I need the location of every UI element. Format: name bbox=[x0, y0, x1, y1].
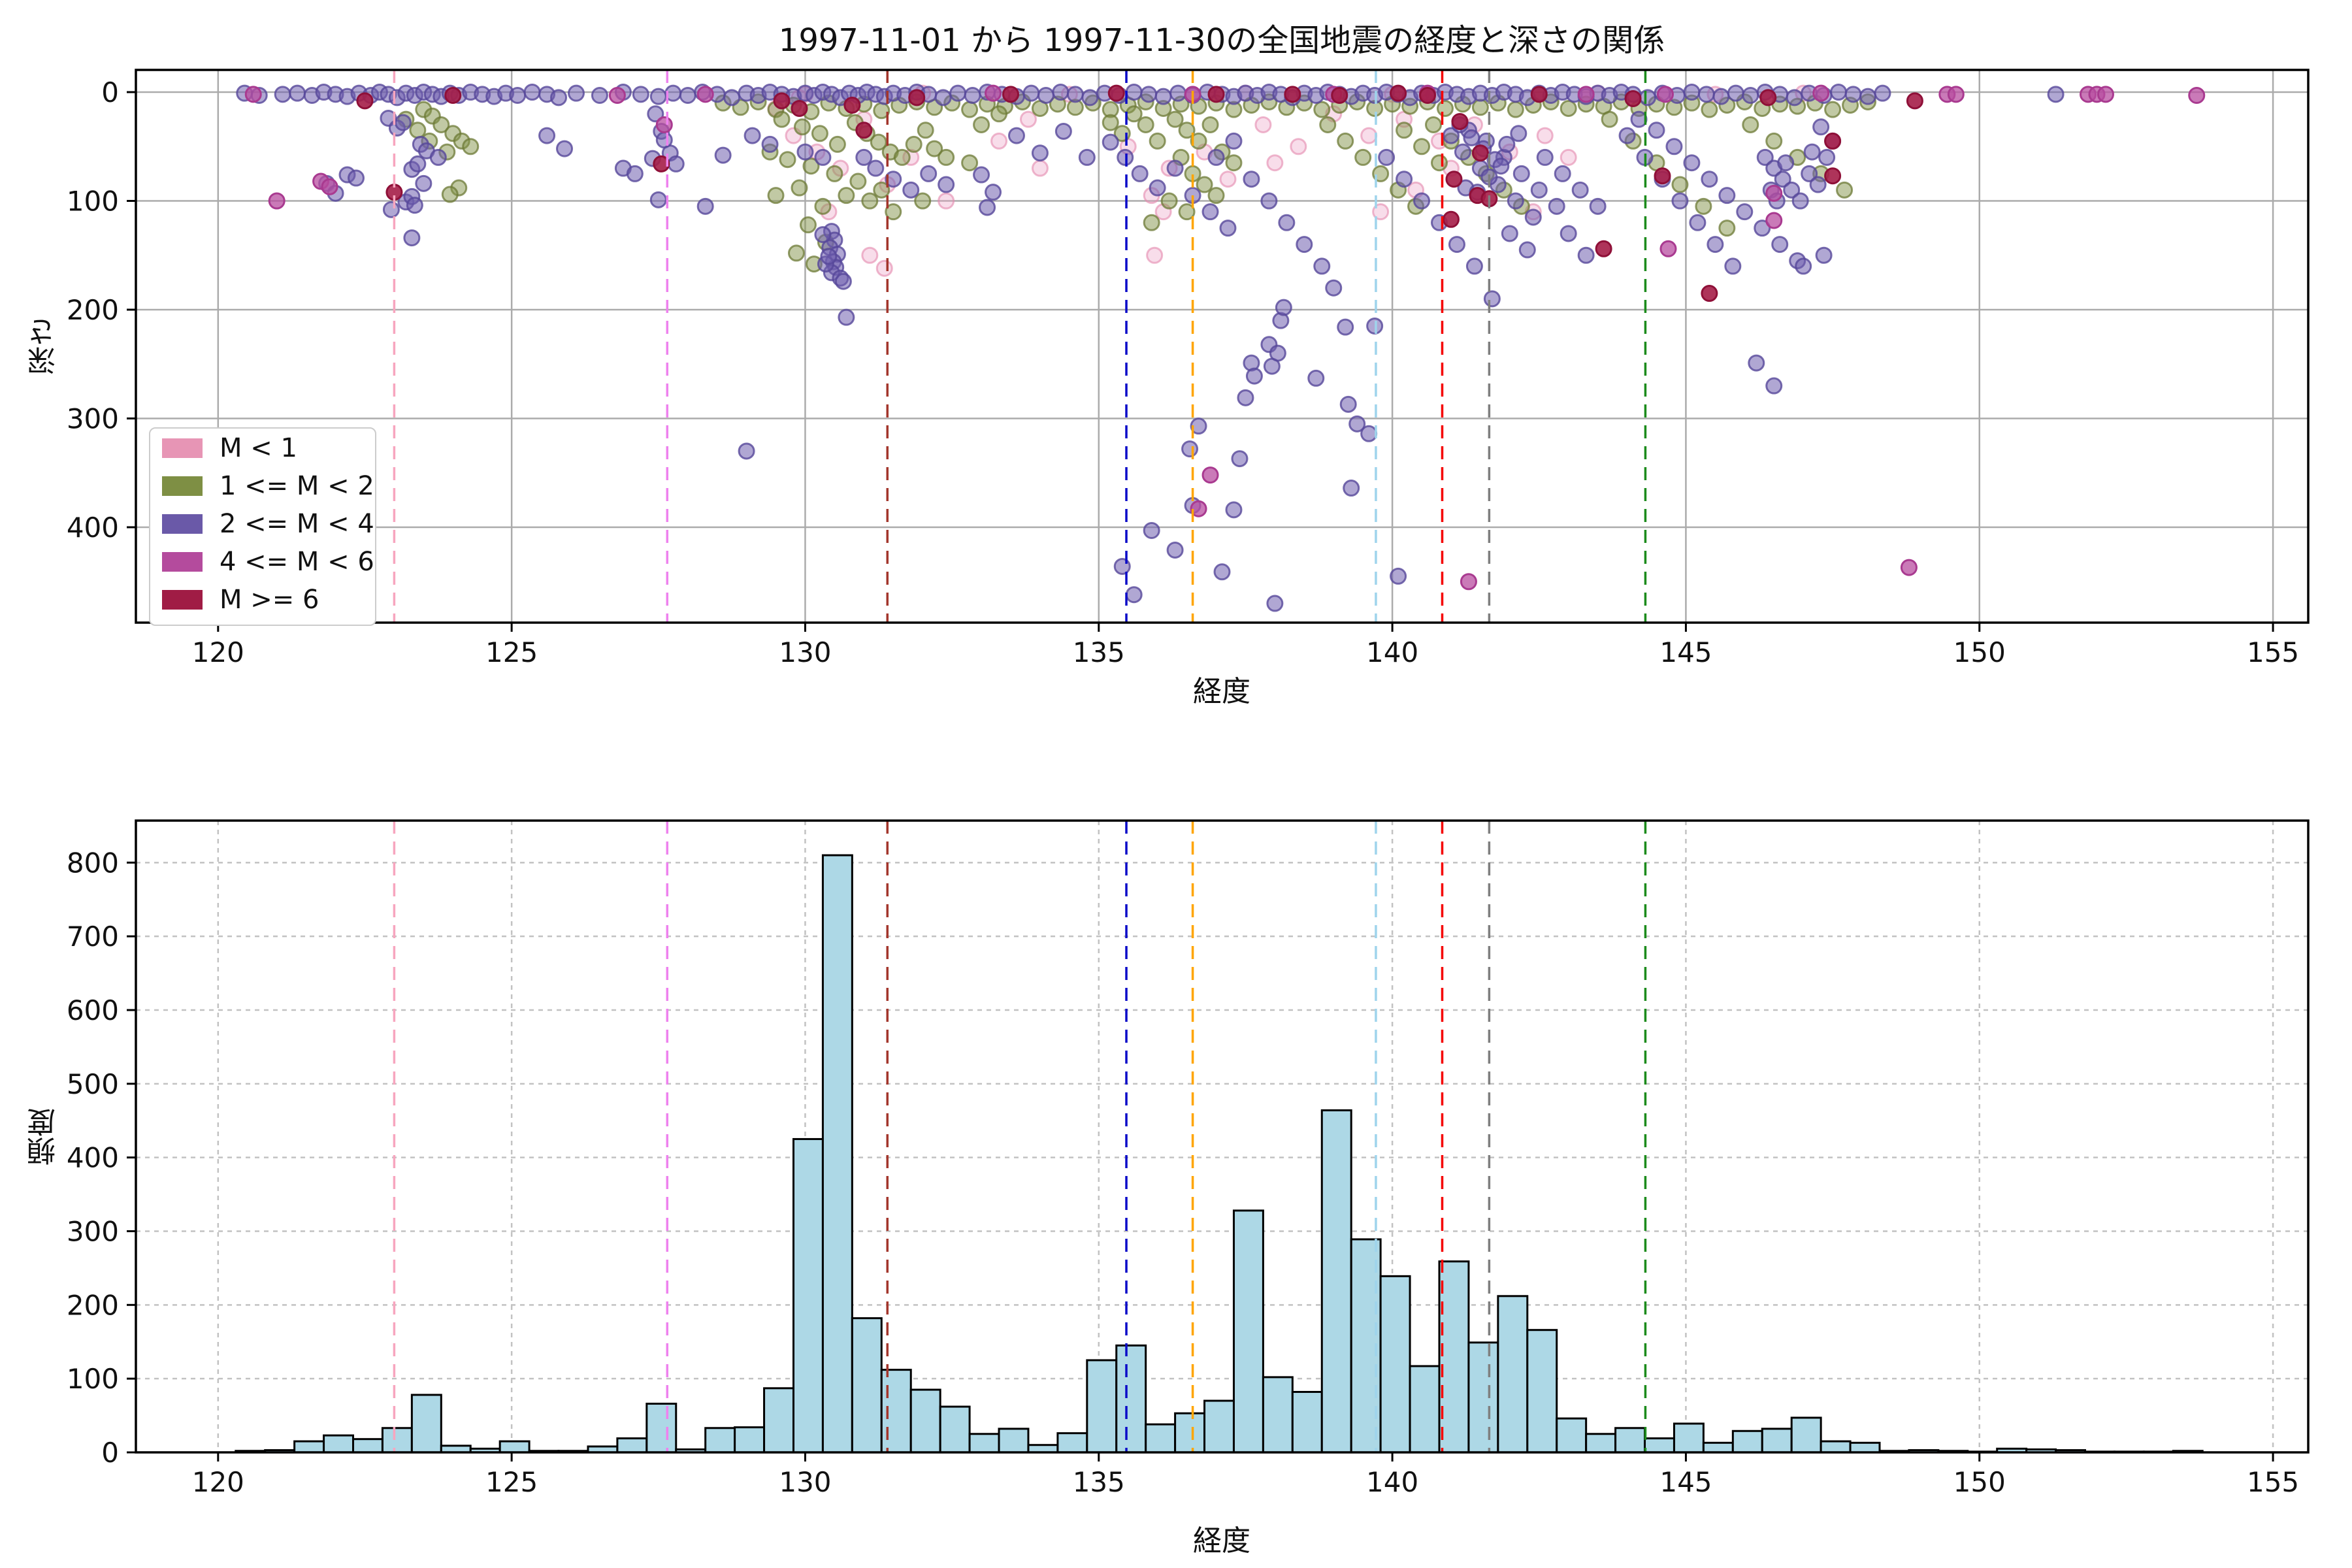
svg-text:150: 150 bbox=[1953, 636, 2006, 668]
svg-text:145: 145 bbox=[1659, 1466, 1712, 1498]
legend-entry: M < 1 bbox=[162, 430, 375, 466]
legend-entry: M >= 6 bbox=[162, 581, 375, 618]
svg-text:600: 600 bbox=[67, 994, 119, 1026]
legend-entry: 4 <= M < 6 bbox=[162, 544, 375, 580]
legend-label: 4 <= M < 6 bbox=[220, 547, 374, 577]
svg-text:0: 0 bbox=[101, 76, 119, 108]
svg-text:145: 145 bbox=[1659, 636, 1712, 668]
svg-text:300: 300 bbox=[67, 1215, 119, 1247]
svg-text:200: 200 bbox=[67, 1289, 119, 1321]
chart-title: 1997-11-01 から 1997-11-30の全国地震の経度と深さの関係 bbox=[778, 22, 1665, 59]
svg-text:800: 800 bbox=[67, 847, 119, 879]
svg-text:155: 155 bbox=[2247, 1466, 2299, 1498]
histogram-bars bbox=[235, 854, 2204, 1454]
legend-swatch bbox=[162, 476, 203, 496]
svg-text:0: 0 bbox=[101, 1437, 119, 1469]
legend-entry: 1 <= M < 2 bbox=[162, 468, 375, 504]
svg-text:130: 130 bbox=[779, 1466, 831, 1498]
legend-swatch bbox=[162, 514, 203, 534]
svg-text:400: 400 bbox=[67, 1142, 119, 1174]
bottom-plot-grid bbox=[136, 821, 2308, 1454]
svg-text:135: 135 bbox=[1073, 1466, 1125, 1498]
svg-text:100: 100 bbox=[67, 1363, 119, 1395]
bottom-yaxis-label: 頻度 bbox=[27, 1108, 61, 1166]
svg-text:700: 700 bbox=[67, 921, 119, 953]
top-xaxis-label: 経度 bbox=[1193, 675, 1250, 708]
svg-text:120: 120 bbox=[192, 1466, 244, 1498]
top-plot-vlines bbox=[393, 70, 1647, 623]
svg-text:125: 125 bbox=[485, 636, 538, 668]
series-4-M-6 bbox=[244, 84, 2206, 591]
svg-text:130: 130 bbox=[779, 636, 831, 668]
svg-text:155: 155 bbox=[2247, 636, 2299, 668]
series-1-M-2 bbox=[397, 93, 1877, 273]
legend-label: M >= 6 bbox=[220, 585, 319, 615]
top-plot-frame: 120 125 130 135 140 145 150 155 0 100 200 300 400 bbox=[67, 69, 2310, 668]
svg-text:125: 125 bbox=[485, 1466, 538, 1498]
bottom-xaxis-label: 経度 bbox=[1193, 1524, 1250, 1558]
svg-text:140: 140 bbox=[1366, 636, 1418, 668]
scatter-points bbox=[236, 84, 2206, 612]
bottom-plot-frame: 120 125 130 135 140 145 150 155 0 100 200 300 400 500… bbox=[67, 819, 2310, 1498]
legend-entry: 2 <= M < 4 bbox=[162, 506, 375, 542]
legend-swatch bbox=[162, 590, 203, 610]
legend-swatch bbox=[162, 438, 203, 458]
bottom-plot-vlines bbox=[393, 821, 1647, 1452]
svg-text:140: 140 bbox=[1366, 1466, 1418, 1498]
svg-text:150: 150 bbox=[1953, 1466, 2006, 1498]
legend-label: 1 <= M < 2 bbox=[220, 471, 374, 501]
svg-text:120: 120 bbox=[192, 636, 244, 668]
legend-label: 2 <= M < 4 bbox=[220, 509, 374, 539]
legend-label: M < 1 bbox=[220, 433, 297, 463]
series-M-6 bbox=[356, 84, 1923, 302]
svg-text:135: 135 bbox=[1073, 636, 1125, 668]
top-yaxis-label: 深さ bbox=[27, 318, 61, 375]
svg-text:300: 300 bbox=[67, 403, 119, 435]
legend-swatch bbox=[162, 552, 203, 572]
svg-text:200: 200 bbox=[67, 294, 119, 326]
svg-text:400: 400 bbox=[67, 512, 119, 544]
svg-text:500: 500 bbox=[67, 1068, 119, 1100]
svg-text:100: 100 bbox=[67, 186, 119, 218]
magnitude-legend: M < 1 1 <= M < 2 2 <= M < 4 4 <= M < 6 M >= … bbox=[149, 427, 376, 626]
